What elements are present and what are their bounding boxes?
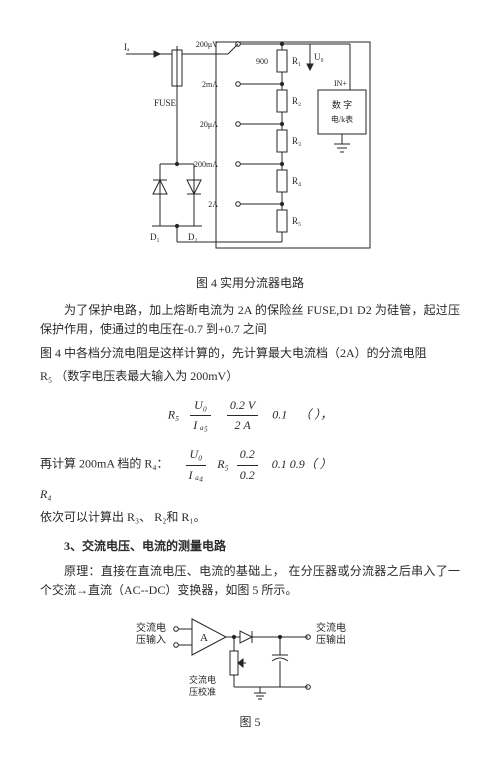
svg-text:R₄: R₄: [292, 176, 301, 186]
svg-text:20μA: 20μA: [200, 120, 218, 129]
figure-5-diagram: 交流电 压输入 A 交流电 压校准: [40, 605, 460, 705]
svg-text:交流电: 交流电: [189, 674, 216, 685]
paragraph-4: 再计算 200mA 档的 R₄： U₀I ₐ₄ R₅ 0.20.2 0.1 0.…: [40, 445, 460, 504]
svg-text:压输出: 压输出: [316, 633, 346, 646]
paragraph-1: 为了保护电路，加上熔断电流为 2A 的保险丝 FUSE,D1 D2 为硅管，起过…: [40, 301, 460, 339]
svg-text:A: A: [200, 632, 208, 644]
svg-text:IN+: IN+: [334, 79, 347, 88]
section-3-heading: 3、交流电压、电流的测量电路: [40, 537, 460, 556]
svg-text:数 字: 数 字: [332, 99, 352, 110]
paragraph-2: 图 4 中各档分流电阻是这样计算的，先计算最大电流档（2A）的分流电阻: [40, 344, 460, 363]
svg-text:U₀: U₀: [314, 52, 324, 62]
paragraph-6: 原理：直接在直流电压、电流的基础上， 在分压器或分流器之后串入了一个交流→直流（…: [40, 562, 460, 600]
figure-4-svg: Iₐ FUSE 200μV 2mA 20μA 200mA 2A: [120, 36, 380, 266]
paragraph-3: R₅ （数字电压表最大输入为 200mV）: [40, 367, 460, 386]
svg-text:200μV: 200μV: [196, 40, 218, 49]
svg-text:压输入: 压输入: [136, 633, 166, 646]
svg-text:2mA: 2mA: [202, 80, 218, 89]
svg-text:D₂: D₂: [188, 232, 198, 242]
svg-text:200mA: 200mA: [194, 160, 218, 169]
svg-text:2A: 2A: [208, 200, 218, 209]
svg-text:900: 900: [256, 57, 268, 66]
svg-text:R₅: R₅: [292, 216, 301, 226]
svg-text:交流电: 交流电: [136, 621, 166, 634]
svg-text:交流电: 交流电: [316, 621, 346, 634]
svg-text:压校准: 压校准: [189, 686, 216, 697]
svg-text:R₁: R₁: [292, 56, 301, 66]
figure-5-svg: 交流电 压输入 A 交流电 压校准: [130, 605, 370, 705]
svg-text:R₃: R₃: [292, 136, 301, 146]
formula-1: R₅ U₀I ₐ₅ 0.2 V2 A 0.1 （ ），: [40, 396, 460, 435]
svg-text:Iₐ: Iₐ: [124, 42, 130, 52]
figure-4-caption: 图 4 实用分流器电路: [40, 274, 460, 293]
figure-4-diagram: Iₐ FUSE 200μV 2mA 20μA 200mA 2A: [40, 36, 460, 266]
svg-text:R₂: R₂: [292, 96, 301, 106]
svg-text:FUSE: FUSE: [154, 98, 177, 108]
svg-text:电/k表: 电/k表: [331, 114, 353, 124]
paragraph-5: 依次可以计算出 R₃、 R₂和 R₁。: [40, 508, 460, 527]
figure-5-caption: 图 5: [40, 713, 460, 732]
svg-text:D₁: D₁: [150, 232, 160, 242]
